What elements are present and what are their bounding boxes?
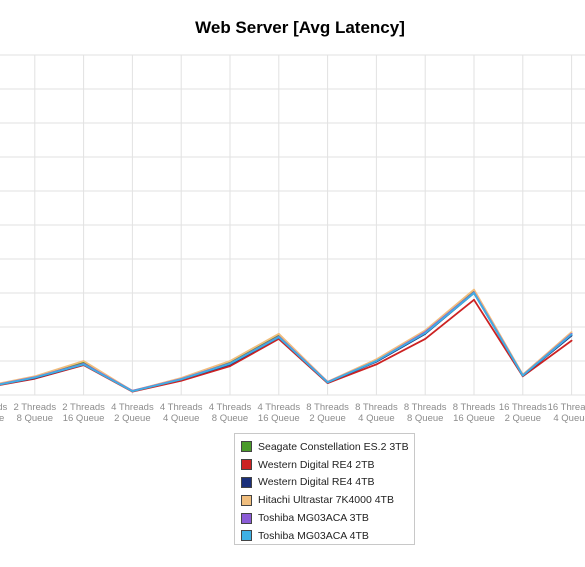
- data-point: [375, 360, 378, 362]
- x-tick-label: 8 Queue: [212, 413, 248, 424]
- legend-label: Toshiba MG03ACA 3TB: [258, 512, 369, 525]
- x-tick-label: 8 Threads: [453, 402, 496, 413]
- series-path: [0, 288, 573, 392]
- legend-label: Hitachi Ultrastar 7K4000 4TB: [258, 494, 394, 507]
- x-tick-label: 2 Threads: [62, 402, 105, 413]
- x-tick-label: 16 Queue: [63, 413, 105, 424]
- x-tick-label: 2 Queue: [114, 413, 150, 424]
- data-point: [33, 376, 36, 379]
- x-tick-label: 4 Threads: [257, 402, 300, 413]
- x-tick-label: 4 Threads: [209, 402, 252, 413]
- data-point: [473, 292, 475, 294]
- series-lines: [0, 288, 573, 393]
- data-point: [375, 363, 378, 366]
- legend-swatch: [241, 476, 252, 488]
- data-point: [277, 332, 280, 335]
- x-tick-label: 8 Threads: [404, 402, 447, 413]
- x-tick-label: 8 Queue: [17, 413, 53, 424]
- legend-label: Western Digital RE4 2TB: [258, 458, 375, 471]
- x-tick-label: 4 Threads: [111, 402, 154, 413]
- x-tick-label: 8 Queue: [407, 413, 443, 424]
- legend-swatch: [241, 512, 252, 524]
- legend-item: Toshiba MG03ACA 4TB: [241, 527, 414, 545]
- grid-lines: [0, 54, 585, 396]
- legend-item: Toshiba MG03ACA 3TB: [241, 509, 414, 527]
- legend-item: Western Digital RE4 2TB: [241, 456, 414, 474]
- legend-item: Seagate Constellation ES.2 3TB: [241, 438, 414, 456]
- x-tick-label: 8 Threads: [306, 402, 349, 413]
- data-point: [277, 336, 280, 339]
- x-tick-label: 16 Queue: [258, 413, 300, 424]
- data-point: [82, 360, 85, 362]
- data-point: [473, 298, 475, 301]
- data-point: [570, 339, 573, 342]
- data-point: [570, 331, 573, 333]
- legend-swatch: [241, 494, 252, 506]
- x-tick-label: 4 Threads: [160, 402, 203, 413]
- x-tick-label: 8 Threads: [355, 402, 398, 413]
- data-point: [521, 374, 524, 377]
- x-tick-label: 16 Threads: [499, 402, 547, 413]
- data-point: [326, 381, 329, 384]
- x-tick-label: 2 Queue: [309, 413, 345, 424]
- x-tick-label: 4 Queue: [163, 413, 199, 424]
- series-line: [0, 292, 573, 393]
- x-tick-label: 2 Queue: [505, 413, 541, 424]
- data-point: [180, 378, 183, 381]
- series-line: [0, 288, 573, 392]
- legend-swatch: [241, 530, 252, 542]
- legend-item: Western Digital RE4 4TB: [241, 474, 414, 492]
- data-point: [131, 390, 134, 393]
- x-tick-label: 16 Queue: [453, 413, 495, 424]
- data-point: [229, 360, 231, 362]
- legend-item: Hitachi Ultrastar 7K4000 4TB: [241, 491, 414, 509]
- chart-title: Web Server [Avg Latency]: [195, 18, 405, 37]
- legend-label: Seagate Constellation ES.2 3TB: [258, 440, 409, 453]
- data-point: [229, 362, 231, 365]
- x-tick-label: 4 Queue: [358, 413, 394, 424]
- x-tick-label: 4 Queue: [553, 413, 585, 424]
- legend-swatch: [241, 441, 252, 453]
- data-point: [473, 288, 475, 291]
- x-tick-label: 16 Threads: [548, 402, 585, 413]
- legend-swatch: [241, 459, 252, 471]
- x-tick-label: 4 Queue: [0, 413, 4, 424]
- data-point: [229, 365, 231, 367]
- legend-label: Toshiba MG03ACA 4TB: [258, 529, 369, 542]
- data-point: [82, 363, 85, 366]
- x-tick-label: 2 Threads: [13, 402, 56, 413]
- data-point: [424, 338, 427, 340]
- legend-label: Western Digital RE4 4TB: [258, 476, 375, 489]
- x-tick-label: 2 Threads: [0, 402, 8, 413]
- data-point: [570, 333, 573, 336]
- data-point: [424, 332, 427, 335]
- chart-legend: Seagate Constellation ES.2 3TB Western Di…: [234, 433, 415, 545]
